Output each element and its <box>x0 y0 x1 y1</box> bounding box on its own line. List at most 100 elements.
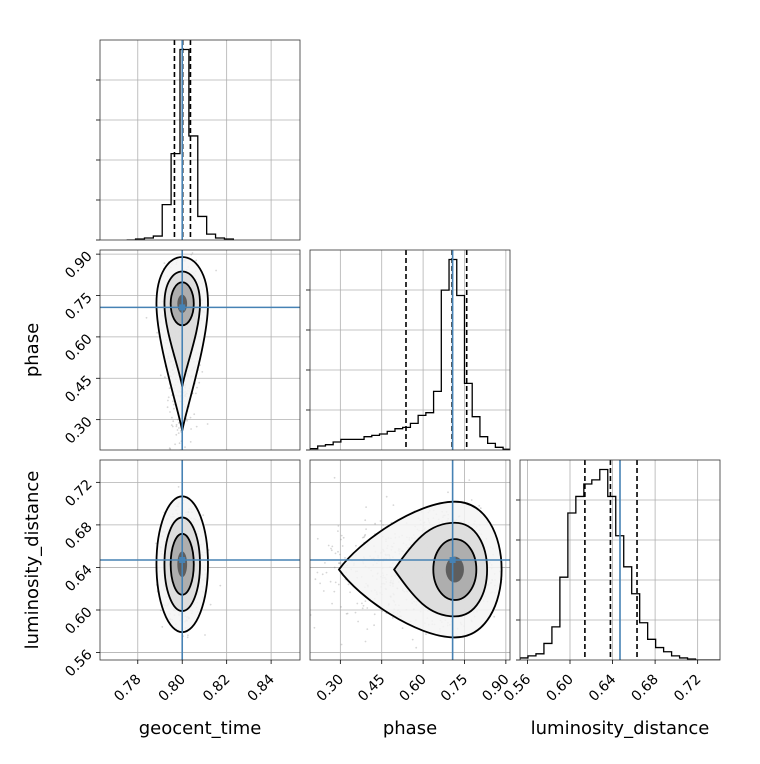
sample-point <box>366 628 369 630</box>
sample-point <box>172 403 175 406</box>
sample-point <box>175 433 178 436</box>
sample-point <box>401 627 404 629</box>
hist-step-geocent_time <box>126 48 234 240</box>
sample-point <box>333 566 336 569</box>
sample-point <box>391 617 394 619</box>
panel-frame <box>309 249 511 451</box>
sample-point <box>175 423 178 426</box>
sample-point <box>316 537 319 540</box>
sample-point <box>479 507 482 510</box>
sample-point <box>347 583 350 586</box>
sample-point <box>364 533 367 536</box>
sample-point <box>340 643 343 646</box>
sample-point <box>337 525 340 527</box>
sample-point <box>190 428 193 430</box>
sample-point <box>415 646 418 649</box>
sample-point <box>193 413 196 416</box>
sample-point <box>189 441 192 443</box>
sample-point <box>161 626 164 628</box>
truth-marker <box>179 557 186 563</box>
sample-point <box>363 535 366 537</box>
sample-point <box>330 549 333 552</box>
sample-point <box>163 262 166 264</box>
sample-point <box>385 495 388 498</box>
sample-point <box>159 609 162 612</box>
sample-point <box>361 602 363 605</box>
sample-point <box>339 553 341 556</box>
sample-point <box>337 583 340 586</box>
sample-point <box>319 582 321 585</box>
sample-point <box>178 427 180 429</box>
panel-frame <box>99 459 301 661</box>
sample-point <box>331 602 333 605</box>
sample-point <box>425 633 427 635</box>
sample-point <box>169 448 172 450</box>
sample-point <box>331 545 334 548</box>
sample-point <box>329 580 332 583</box>
sample-point <box>365 506 367 508</box>
sample-point <box>191 252 194 254</box>
sample-point <box>195 259 198 262</box>
sample-point <box>340 538 342 541</box>
panels: 0.78 0.80 0.82 0.84 0.30 0.45 0.60 0.75 0.900.56… <box>62 39 721 705</box>
sample-point <box>177 432 180 434</box>
sample-point <box>470 499 473 501</box>
sample-point <box>206 423 209 425</box>
sample-point <box>215 269 218 272</box>
sample-point <box>202 514 205 516</box>
xlabel-geocent-time: geocent_time <box>139 718 262 739</box>
sample-point <box>177 486 180 488</box>
sample-point <box>366 607 369 609</box>
sample-point <box>333 476 336 479</box>
sample-point <box>219 584 222 587</box>
sample-point <box>155 542 158 545</box>
sample-point <box>325 571 328 574</box>
sample-point <box>334 552 337 555</box>
sample-point <box>177 422 180 424</box>
sample-point <box>176 429 179 431</box>
sample-point <box>167 396 170 399</box>
sample-point <box>176 418 179 421</box>
sample-point <box>364 640 367 643</box>
sample-point <box>186 636 189 639</box>
sample-point <box>324 562 326 564</box>
sample-point <box>164 376 166 379</box>
sample-point <box>173 407 175 410</box>
sample-point <box>209 603 212 606</box>
sample-point <box>166 406 169 409</box>
sample-point <box>357 620 359 623</box>
hist-step-phase <box>310 258 510 450</box>
sample-point <box>322 590 325 592</box>
sample-point <box>187 634 189 637</box>
sample-point <box>493 615 496 618</box>
sample-point <box>373 624 375 627</box>
sample-point <box>341 545 344 547</box>
sample-point <box>333 590 336 593</box>
sample-point <box>345 612 348 615</box>
sample-point <box>338 562 341 565</box>
sample-point <box>170 424 173 426</box>
hist-step-luminosity_distance <box>520 468 720 660</box>
sample-point <box>362 604 365 607</box>
sample-point <box>381 610 384 612</box>
sample-point <box>169 411 171 413</box>
xlabel-phase: phase <box>383 718 437 739</box>
sample-point <box>168 447 171 449</box>
sample-point <box>171 425 174 428</box>
hist-panel-luminosity_distance <box>516 459 721 661</box>
sample-point <box>172 420 175 423</box>
truth-marker <box>179 304 186 311</box>
sample-point <box>365 528 367 530</box>
sample-point <box>339 562 342 564</box>
sample-point <box>168 387 171 390</box>
sample-point <box>330 547 332 550</box>
sample-point <box>190 253 193 256</box>
panel-frame <box>99 249 301 451</box>
sample-point <box>374 522 376 525</box>
sample-point <box>174 443 177 446</box>
density-contours <box>337 500 503 639</box>
sample-point <box>340 606 342 608</box>
sample-point <box>355 544 357 547</box>
